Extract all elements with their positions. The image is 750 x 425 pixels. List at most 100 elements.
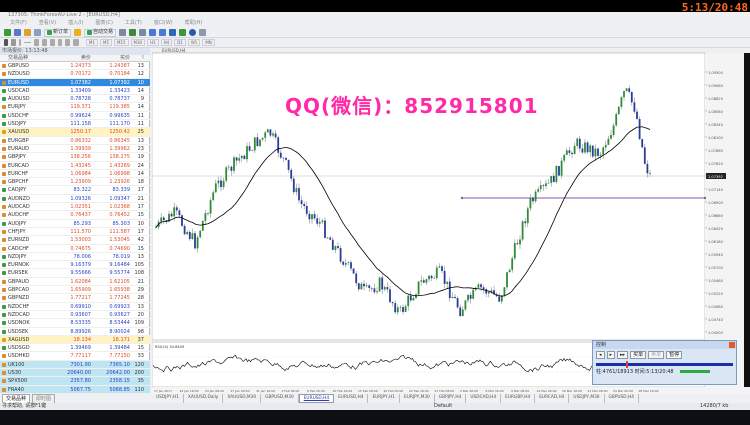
market-watch-row[interactable]: USDNOK 8.53335 8.53444 109	[0, 319, 150, 328]
market-watch-row[interactable]: GBPCAD 1.65909 1.65938 29	[0, 286, 150, 295]
horizontal-line-icon[interactable]	[24, 42, 31, 43]
chart-tab[interactable]: USDCAD,H4	[466, 394, 502, 403]
profiles-icon[interactable]	[14, 29, 21, 36]
chart-tab[interactable]: GBPUSD,H4	[605, 394, 639, 403]
market-watch-row[interactable]: EURGBP 0.86332 0.86345 13	[0, 137, 150, 145]
market-watch-row[interactable]: EURSEK 9.55666 9.55774 108	[0, 269, 150, 278]
market-watch-row[interactable]: EURCAD 1.43245 1.43269 24	[0, 162, 150, 170]
cursor-icon[interactable]	[4, 39, 8, 46]
chart-tab[interactable]: EURUSD,H4	[334, 394, 369, 403]
chart-tab[interactable]: XAUUSD,M30	[223, 394, 262, 403]
speed-slider[interactable]	[596, 361, 733, 368]
line-chart-icon[interactable]	[139, 29, 147, 36]
market-watch-row[interactable]: GBPNZD 1.77217 1.77245 28	[0, 294, 150, 303]
market-watch-row[interactable]: EURNZD 1.53003 1.53045 42	[0, 236, 150, 245]
indicators-icon[interactable]	[179, 29, 187, 36]
market-watch-icon[interactable]	[24, 29, 31, 36]
timeframe-mn[interactable]: MN	[202, 39, 215, 46]
auto-trading-button[interactable]: 自动交易	[84, 28, 117, 37]
menu-item[interactable]: 插入(I)	[68, 20, 84, 26]
market-watch-row[interactable]: AUDJPY 85.293 85.303 10	[0, 220, 150, 228]
market-watch-row[interactable]: FRA40 5067.75 5068.85 110	[0, 385, 150, 394]
market-watch-row[interactable]: USDSGD 1.39469 1.39484 15	[0, 344, 150, 353]
new-chart-icon[interactable]	[4, 29, 11, 36]
navigator-icon[interactable]	[34, 29, 41, 36]
market-watch-row[interactable]: EURJPY 119.371 119.385 14	[0, 103, 150, 112]
timeframe-h1[interactable]: H1	[147, 39, 159, 46]
col-spread[interactable]: !	[141, 55, 144, 61]
col-symbol[interactable]: 交易品种	[8, 55, 29, 61]
chart-tab[interactable]: USDJPY,H1	[152, 394, 184, 403]
chart-tab[interactable]: EURGBP,H4	[501, 394, 536, 403]
timeframe-d1[interactable]: D1	[174, 39, 186, 46]
timeframe-w1[interactable]: W1	[187, 39, 201, 46]
channel-icon[interactable]	[42, 39, 47, 46]
timeframe-m5[interactable]: M5	[100, 39, 112, 46]
market-watch-row[interactable]: UK100 7301.90 7365.10 120	[0, 360, 150, 369]
step-back-button[interactable]: ◂	[596, 351, 605, 359]
col-bid[interactable]: 卖价	[80, 55, 91, 61]
market-watch-row[interactable]: EURAUD 1.39939 1.39962 23	[0, 145, 150, 154]
market-watch-row[interactable]: NZDCHF 0.69910 0.69923 13	[0, 303, 150, 311]
market-watch-row[interactable]: CADCHF 0.74675 0.74690 15	[0, 245, 150, 253]
menu-item[interactable]: 窗口(W)	[153, 20, 173, 26]
zoom-out-icon[interactable]	[159, 29, 167, 36]
market-watch-row[interactable]: USDSEK 8.89926 8.90024 98	[0, 328, 150, 336]
market-watch-row[interactable]: US30 20640.00 20642.00 200	[0, 368, 150, 378]
bar-chart-icon[interactable]	[119, 29, 127, 36]
market-watch-row[interactable]: AUDUSD 0.78728 0.78737 9	[0, 95, 150, 104]
trendline-icon[interactable]	[34, 39, 39, 46]
text-icon[interactable]	[58, 39, 62, 46]
expert-icon[interactable]	[74, 29, 82, 36]
market-watch-row[interactable]: GBPJPY 138.256 138.275 19	[0, 153, 150, 162]
chart-tab[interactable]: USDJPY,M30	[569, 394, 605, 403]
market-watch-row[interactable]: NZDUSD 0.70172 0.70184 12	[0, 70, 150, 79]
label-icon[interactable]	[65, 39, 70, 46]
chart-tab[interactable]: EURCAD,H4	[535, 394, 570, 403]
market-watch-row[interactable]: SPX500 2357.80 2358.15 35	[0, 377, 150, 386]
chart-tab[interactable]: EURUSD,H4	[298, 394, 335, 403]
new-order-button[interactable]: 新订单	[44, 28, 72, 37]
market-watch-row[interactable]: CADJPY 83.322 83.339 17	[0, 186, 150, 195]
buy-button[interactable]: 买单	[630, 351, 647, 359]
market-watch-row[interactable]: XAUUSD 1250.17 1250.42 25	[0, 128, 150, 137]
market-watch-row[interactable]: GBPUSD 1.24373 1.24387 13	[0, 62, 150, 71]
market-watch-row[interactable]: EURUSD 1.07382 1.07392 10	[0, 78, 150, 87]
chart-tab[interactable]: XAUUSD,Daily	[184, 394, 224, 403]
templates-icon[interactable]	[199, 29, 207, 36]
menu-item[interactable]: 查看(V)	[38, 20, 57, 26]
slider-handle[interactable]	[626, 361, 628, 368]
timeframe-h4[interactable]: H4	[160, 39, 173, 46]
play-button[interactable]: ▸	[606, 351, 616, 359]
sell-button[interactable]: 卖单	[648, 351, 665, 359]
market-watch-row[interactable]: AUDCAD 1.02351 1.02368 17	[0, 203, 150, 212]
chart-tab[interactable]: EURJPY,H1	[368, 394, 401, 403]
market-watch-row[interactable]: EURCHF 1.06984 1.06998 14	[0, 170, 150, 179]
step-forward-button[interactable]: ▸▸	[617, 351, 629, 359]
market-watch-row[interactable]: USDJPY 111.158 111.170 11	[0, 120, 150, 129]
market-watch-row[interactable]: NZDCAD 0.93607 0.93627 20	[0, 311, 150, 320]
market-watch-row[interactable]: GBPCHF 1.23909 1.23926 18	[0, 178, 150, 187]
pause-button[interactable]: 暂停	[666, 351, 683, 359]
market-watch-row[interactable]: USDCHF 0.99624 0.99635 11	[0, 112, 150, 121]
timeframe-m30[interactable]: M30	[130, 39, 146, 46]
market-watch-row[interactable]: XAGUSD 18.134 18.171 37	[0, 335, 150, 345]
market-watch-row[interactable]: GBPAUD 1.62084 1.62105 21	[0, 278, 150, 287]
market-watch-row[interactable]: CHFJPY 111.570 111.587 17	[0, 228, 150, 237]
market-watch-row[interactable]: NZDJPY 78.006 78.019 13	[0, 253, 150, 262]
candlestick-icon[interactable]	[129, 29, 137, 36]
col-ask[interactable]: 买价	[119, 55, 130, 61]
fibonacci-icon[interactable]	[50, 39, 55, 46]
periods-icon[interactable]	[189, 29, 197, 36]
market-watch-row[interactable]: EURNOK 9.16379 9.16484 105	[0, 261, 150, 270]
chart-tab[interactable]: GBPUSD,M30	[261, 394, 299, 403]
menu-item[interactable]: 文件(F)	[10, 20, 27, 26]
market-watch-row[interactable]: AUDNZD 1.09326 1.09347 21	[0, 195, 150, 204]
menu-item[interactable]: 帮助(H)	[184, 20, 203, 26]
market-watch-row[interactable]: AUDCHF 0.76437 0.76452 15	[0, 211, 150, 220]
chart-window[interactable]: EURUSD,H4 1.09300 1.09060 1.08820 1.08580 1.…	[152, 48, 750, 394]
menu-item[interactable]: 图表(C)	[95, 20, 113, 26]
zoom-in-icon[interactable]	[149, 29, 157, 36]
vertical-line-icon[interactable]	[19, 39, 21, 46]
crosshair-icon[interactable]	[11, 39, 16, 46]
